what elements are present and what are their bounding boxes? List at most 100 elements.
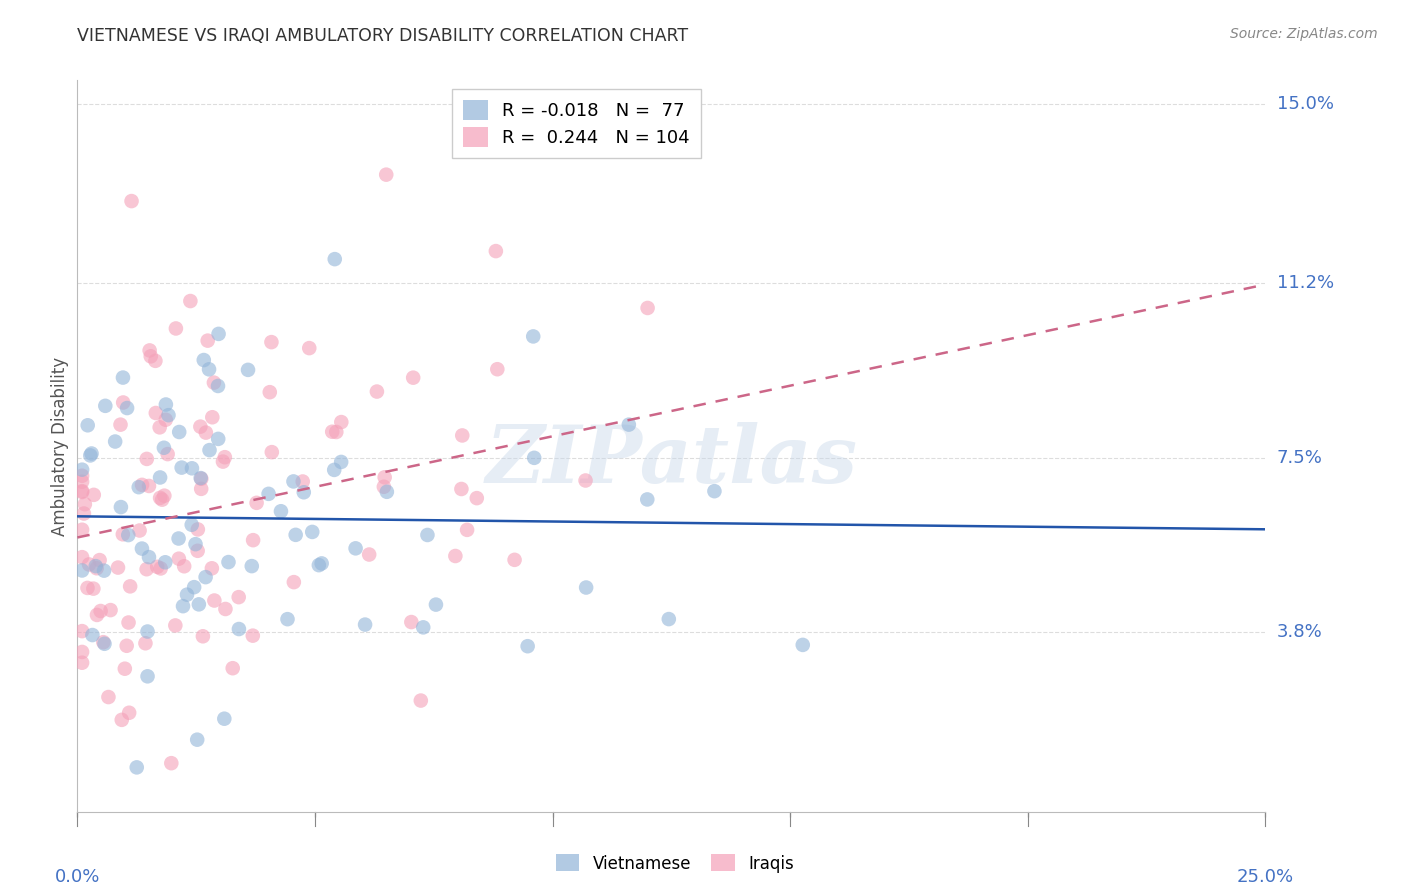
- Point: [242, 629, 264, 643]
- Point: [97, 690, 120, 704]
- Point: [207, 326, 229, 341]
- Point: [183, 580, 205, 594]
- Point: [486, 362, 509, 376]
- Point: [118, 706, 141, 720]
- Point: [73, 497, 96, 511]
- Point: [257, 487, 280, 501]
- Point: [135, 451, 157, 466]
- Point: [456, 523, 478, 537]
- Point: [574, 474, 596, 488]
- Point: [703, 484, 725, 499]
- Point: [374, 470, 396, 484]
- Point: [70, 624, 93, 639]
- Point: [100, 603, 122, 617]
- Point: [111, 370, 134, 384]
- Point: [170, 460, 193, 475]
- Point: [214, 712, 236, 726]
- Point: [323, 463, 346, 477]
- Point: [190, 419, 212, 434]
- Point: [344, 541, 367, 556]
- Point: [136, 669, 159, 683]
- Point: [792, 638, 814, 652]
- Point: [207, 379, 229, 393]
- Point: [173, 559, 195, 574]
- Point: [138, 343, 160, 358]
- Point: [323, 252, 346, 266]
- Point: [284, 528, 307, 542]
- Point: [149, 470, 172, 484]
- Point: [260, 335, 283, 350]
- Point: [136, 624, 159, 639]
- Point: [83, 488, 105, 502]
- Point: [617, 417, 640, 432]
- Point: [202, 593, 225, 607]
- Point: [110, 417, 132, 432]
- Text: Source: ZipAtlas.com: Source: ZipAtlas.com: [1230, 27, 1378, 41]
- Point: [228, 590, 250, 604]
- Point: [198, 362, 221, 376]
- Point: [503, 553, 526, 567]
- Point: [135, 562, 157, 576]
- Point: [165, 618, 187, 632]
- Point: [104, 434, 127, 449]
- Point: [637, 301, 659, 315]
- Point: [86, 607, 108, 622]
- Point: [134, 636, 156, 650]
- Point: [401, 615, 423, 629]
- Point: [107, 560, 129, 574]
- Point: [373, 480, 395, 494]
- Point: [70, 645, 93, 659]
- Point: [157, 408, 180, 422]
- Point: [190, 472, 212, 486]
- Point: [155, 397, 177, 411]
- Point: [172, 599, 194, 614]
- Point: [298, 341, 321, 355]
- Point: [145, 354, 167, 368]
- Point: [150, 492, 173, 507]
- Point: [179, 293, 201, 308]
- Point: [73, 507, 96, 521]
- Point: [240, 559, 263, 574]
- Point: [180, 517, 202, 532]
- Point: [425, 598, 447, 612]
- Point: [117, 528, 139, 542]
- Point: [283, 475, 305, 489]
- Point: [409, 693, 432, 707]
- Point: [70, 550, 93, 565]
- Point: [138, 479, 160, 493]
- Point: [120, 579, 142, 593]
- Point: [402, 370, 425, 384]
- Point: [201, 561, 224, 575]
- Point: [291, 475, 314, 489]
- Point: [70, 475, 93, 489]
- Point: [283, 575, 305, 590]
- Point: [181, 461, 204, 475]
- Point: [82, 628, 104, 642]
- Point: [82, 582, 104, 596]
- Point: [276, 612, 298, 626]
- Point: [301, 524, 323, 539]
- Point: [366, 384, 388, 399]
- Point: [354, 617, 377, 632]
- Point: [214, 450, 236, 465]
- Point: [658, 612, 681, 626]
- Point: [190, 471, 212, 485]
- Point: [139, 349, 162, 363]
- Point: [522, 329, 544, 343]
- Point: [260, 445, 283, 459]
- Point: [93, 637, 115, 651]
- Point: [292, 485, 315, 500]
- Point: [117, 615, 139, 630]
- Point: [77, 558, 100, 572]
- Point: [575, 581, 598, 595]
- Point: [138, 550, 160, 565]
- Point: [187, 523, 209, 537]
- Legend: R = -0.018   N =  77, R =  0.244   N = 104: R = -0.018 N = 77, R = 0.244 N = 104: [451, 89, 700, 158]
- Point: [191, 629, 214, 643]
- Point: [190, 482, 212, 496]
- Point: [70, 463, 93, 477]
- Point: [149, 561, 172, 575]
- Point: [114, 662, 136, 676]
- Point: [125, 760, 148, 774]
- Point: [167, 532, 190, 546]
